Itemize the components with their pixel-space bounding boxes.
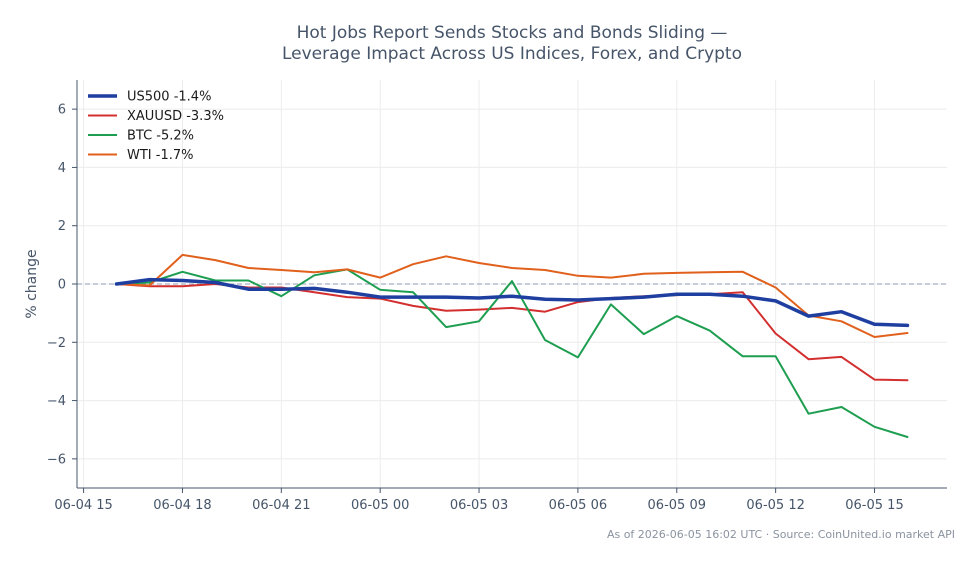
y-tick-label: −2: [47, 336, 66, 351]
y-tick-label: 0: [58, 278, 66, 293]
series-lines: [114, 253, 910, 438]
chart-title-line2: Leverage Impact Across US Indices, Forex…: [282, 44, 742, 64]
y-tick-label: −6: [47, 452, 66, 467]
legend: US500 -1.4% XAUUSD -3.3% BTC -5.2% WTI -1.7…: [88, 90, 224, 163]
y-axis-ticks: −6 −4 −2 0 2 4 6: [47, 103, 77, 467]
series-line-1: [114, 277, 910, 328]
x-tick-label: 06-04 15: [54, 498, 112, 513]
legend-label-2: XAUUSD -3.3%: [127, 109, 224, 124]
x-tick-label: 06-04 21: [252, 498, 310, 513]
x-tick-label: 06-05 12: [746, 498, 804, 513]
x-tick-label: 06-05 15: [845, 498, 903, 513]
y-tick-label: 4: [58, 161, 66, 176]
x-tick-label: 06-05 00: [351, 498, 409, 513]
legend-label-1: US500 -1.4%: [127, 90, 211, 105]
series-line-3: [115, 268, 909, 438]
y-tick-label: 2: [58, 219, 66, 234]
y-tick-label: −4: [47, 394, 66, 409]
chart-title-line1: Hot Jobs Report Sends Stocks and Bonds S…: [297, 23, 728, 43]
y-tick-label: 6: [58, 103, 66, 118]
series-line-4: [115, 253, 909, 338]
x-tick-label: 06-05 09: [648, 498, 706, 513]
legend-label-4: WTI -1.7%: [127, 148, 193, 163]
x-tick-label: 06-05 03: [450, 498, 508, 513]
x-tick-label: 06-04 18: [153, 498, 211, 513]
legend-label-3: BTC -5.2%: [127, 129, 194, 144]
y-axis-label: % change: [24, 249, 40, 318]
footer-note: As of 2026-06-05 16:02 UTC · Source: Coi…: [607, 528, 955, 541]
x-tick-label: 06-05 06: [549, 498, 607, 513]
x-axis-ticks: 06-04 15 06-04 18 06-04 21 06-05 00 06-05 03…: [54, 488, 904, 513]
